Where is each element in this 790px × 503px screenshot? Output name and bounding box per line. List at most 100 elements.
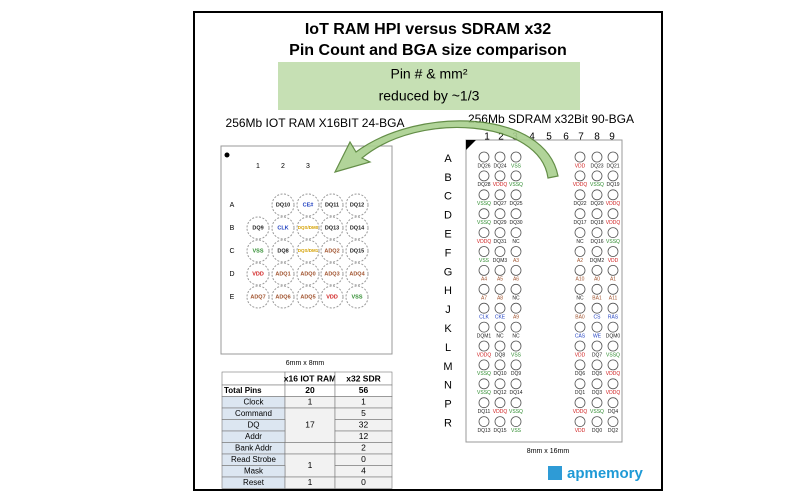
ball-label: DQ8 <box>495 352 506 358</box>
ball-label: VSSQ <box>606 239 620 245</box>
ball-label: CS <box>594 315 602 321</box>
title: Pin Count and BGA size comparison <box>289 42 567 59</box>
ball-label: DQ6 <box>575 371 586 377</box>
row-label: F <box>445 247 452 259</box>
ball-label: ADQ1 <box>275 271 290 277</box>
ball-label: VDD <box>608 258 619 264</box>
ball-label: DQ31 <box>493 239 506 245</box>
ball <box>478 264 490 276</box>
ball-label: DQ15 <box>350 248 364 254</box>
ball <box>591 283 603 295</box>
ball <box>271 216 295 240</box>
ball-label: VSS <box>511 352 522 358</box>
ball <box>478 340 490 352</box>
ball <box>607 189 619 201</box>
cell-value: 0 <box>361 454 366 464</box>
row-label: C <box>229 248 234 255</box>
pin1-dot <box>224 152 230 158</box>
ball-label: ADQ3 <box>324 271 339 277</box>
ball <box>494 264 506 276</box>
ball-label: DQ3 <box>592 390 603 396</box>
ball-label: VSSQ <box>509 409 523 415</box>
ball <box>607 359 619 371</box>
ball-label: DQ0 <box>592 428 603 434</box>
ball <box>478 151 490 163</box>
ball <box>510 302 522 314</box>
column-label: 8 <box>594 132 600 143</box>
ball <box>591 151 603 163</box>
row-label: P <box>444 399 451 411</box>
ball-label: A1 <box>610 277 616 283</box>
ball <box>246 262 270 286</box>
ball <box>296 262 320 286</box>
row-label: Reset <box>243 478 265 487</box>
ball <box>510 189 522 201</box>
ball <box>478 397 490 409</box>
ball <box>320 285 344 309</box>
ball <box>494 283 506 295</box>
ball <box>345 285 369 309</box>
ball <box>296 239 320 263</box>
ball <box>510 246 522 257</box>
ball <box>296 193 320 217</box>
column-label: 3 <box>306 163 310 170</box>
ball-label: VSS <box>511 428 522 434</box>
ball <box>574 189 586 201</box>
ball-label: VDDQ <box>573 409 588 415</box>
ball-label: DQ13 <box>325 225 339 231</box>
ball <box>574 397 586 409</box>
ball <box>510 170 522 182</box>
ball-label: DQ12 <box>493 390 506 396</box>
ball <box>607 340 619 352</box>
ball-label: DQM0 <box>606 333 621 339</box>
ball-label: VDDQ <box>606 201 621 207</box>
row-label: A <box>444 153 452 165</box>
ball-label: WE <box>593 333 602 339</box>
ball-label: DQ1 <box>575 390 586 396</box>
ball-label: CAS <box>575 333 586 339</box>
ball-label: A7 <box>481 296 487 302</box>
row-label: Mask <box>244 466 264 475</box>
cell-value: 1 <box>361 397 366 407</box>
ball-label: VDDQ <box>493 409 508 415</box>
ball <box>494 170 506 182</box>
ball-label: RAS <box>608 315 619 321</box>
column-label: 5 <box>546 132 552 143</box>
cell-value: 0 <box>361 477 366 487</box>
ball-label: DQ26 <box>477 163 490 169</box>
ball <box>494 151 506 163</box>
table-header: x16 IOT RAM <box>284 373 336 383</box>
ball-label: DQ14 <box>350 225 365 231</box>
ball-label: DQ20 <box>590 201 603 207</box>
ball-label: ADQ7 <box>250 294 265 300</box>
ball <box>494 359 506 371</box>
ball <box>574 264 586 276</box>
ball-label: VSSQ <box>606 352 620 358</box>
ball-label: VSSQ <box>590 182 604 188</box>
ball-label: BA1 <box>592 296 602 302</box>
ball <box>510 397 522 409</box>
ball <box>591 227 603 239</box>
ball <box>320 239 344 263</box>
ball-label: DQ19 <box>606 182 619 188</box>
ball-label: DQ27 <box>493 201 506 207</box>
ball-label: DQ13 <box>477 428 490 434</box>
ball-label: VSSQ <box>509 182 523 188</box>
ball <box>591 302 603 314</box>
ball-label: DQ12 <box>350 202 364 208</box>
ball-label: ADQ6 <box>275 294 290 300</box>
row-label: E <box>230 294 235 301</box>
row-label: Addr <box>245 432 262 441</box>
chip-label: 256Mb IOT RAM X16BIT 24-BGA <box>226 116 405 130</box>
row-label: DQ <box>248 420 260 429</box>
ball-label: DQ30 <box>509 220 522 226</box>
ball-label: VSS <box>479 258 490 264</box>
ball <box>246 216 270 240</box>
table-cell <box>334 476 393 489</box>
ball-label: VSS <box>511 163 522 169</box>
ball <box>478 246 490 257</box>
ball <box>478 283 490 295</box>
ball-label: ADQ0 <box>300 271 315 277</box>
ball-label: DQ24 <box>493 163 506 169</box>
